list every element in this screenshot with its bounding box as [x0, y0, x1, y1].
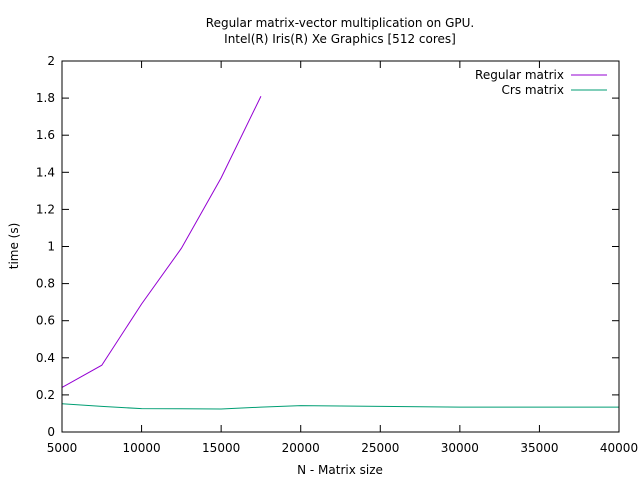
y-tick-label: 2: [47, 54, 55, 68]
x-tick-label: 40000: [600, 441, 638, 455]
y-tick-label: 0.4: [36, 351, 55, 365]
series-line-2: [61, 403, 619, 410]
y-tick-label: 0.6: [36, 314, 55, 328]
series-layer: [61, 96, 619, 410]
x-tick-label: 20000: [282, 441, 320, 455]
chart-title: Regular matrix-vector multiplication on …: [206, 16, 474, 30]
x-tick-label: 25000: [361, 441, 399, 455]
y-tick-label: 1.4: [36, 165, 55, 179]
y-tick-label: 0.8: [36, 277, 55, 291]
series-line-1: [61, 96, 262, 388]
x-tick-label: 15000: [202, 441, 240, 455]
x-tick-label: 35000: [520, 441, 558, 455]
y-tick-label: 1.2: [36, 202, 55, 216]
x-tick-label: 5000: [47, 441, 78, 455]
x-axis-label: N - Matrix size: [297, 463, 383, 477]
y-tick-label: 1: [47, 240, 55, 254]
y-axis-label: time (s): [7, 223, 21, 270]
legend-label: Regular matrix: [475, 68, 564, 82]
y-tick-label: 0: [47, 425, 55, 439]
y-tick-label: 1.6: [36, 128, 55, 142]
y-tick-label: 1.8: [36, 91, 55, 105]
x-tick-label: 30000: [441, 441, 479, 455]
axis-ticks: 5000 10000 15000 20000 25000 30000 35000 40000 0…: [36, 54, 638, 455]
plot-frame: [61, 60, 620, 433]
x-tick-label: 10000: [122, 441, 160, 455]
legend-label: Crs matrix: [502, 83, 565, 97]
chart-subtitle: Intel(R) Iris(R) Xe Graphics [512 cores]: [224, 32, 456, 46]
y-tick-label: 0.2: [36, 388, 55, 402]
